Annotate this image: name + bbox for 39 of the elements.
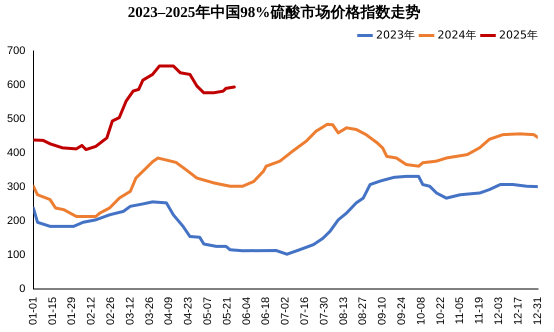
x-tick-label: 12-03	[493, 296, 506, 326]
y-tick-label: 600	[6, 79, 26, 92]
x-tick-label: 07-02	[280, 296, 292, 326]
x-tick-label: 05-07	[202, 296, 214, 326]
x-tick-label: 03-26	[144, 296, 156, 326]
x-tick-label: 08-27	[357, 296, 370, 326]
x-tick-label: 07-30	[318, 296, 330, 326]
x-tick-label: 01-01	[27, 296, 40, 326]
x-tick-label: 06-18	[260, 296, 272, 326]
y-tick-label: 300	[6, 180, 26, 193]
y-tick-label: 100	[6, 248, 26, 261]
x-tick-label: 08-13	[338, 296, 350, 326]
x-tick-label: 06-04	[240, 296, 253, 326]
legend-label: 2024年	[438, 28, 477, 42]
x-tick-label: 09-10	[376, 296, 389, 326]
x-tick-label: 10-22	[434, 296, 447, 326]
legend-label: 2025年	[499, 28, 538, 42]
x-tick-label: 10-08	[415, 296, 428, 326]
y-tick-label: 0	[19, 282, 26, 295]
x-tick-label: 02-26	[104, 296, 117, 326]
x-tick-label: 02-12	[86, 296, 98, 326]
y-tick-label: 200	[6, 214, 26, 227]
x-tick-label: 07-16	[299, 296, 312, 326]
y-tick-label: 700	[6, 45, 26, 58]
x-tick-label: 04-23	[182, 296, 195, 326]
x-tick-label: 09-24	[396, 296, 408, 326]
y-tick-label: 500	[6, 112, 26, 125]
x-tick-label: 05-21	[221, 296, 234, 326]
x-tick-label: 12-17	[512, 296, 524, 326]
legend-label: 2023年	[376, 28, 416, 42]
x-tick-label: 11-19	[474, 296, 486, 324]
x-tick-label: 01-29	[66, 296, 78, 326]
x-tick-label: 01-15	[46, 296, 59, 326]
x-tick-label: 03-12	[124, 296, 136, 326]
y-tick-label: 400	[6, 146, 26, 159]
x-tick-label: 12-31	[532, 296, 544, 326]
chart-title: 2023–2025年中国98%硫酸市场价格指数走势	[128, 2, 420, 21]
x-tick-label: 04-09	[163, 296, 176, 326]
x-tick-label: 11-05	[454, 296, 466, 324]
